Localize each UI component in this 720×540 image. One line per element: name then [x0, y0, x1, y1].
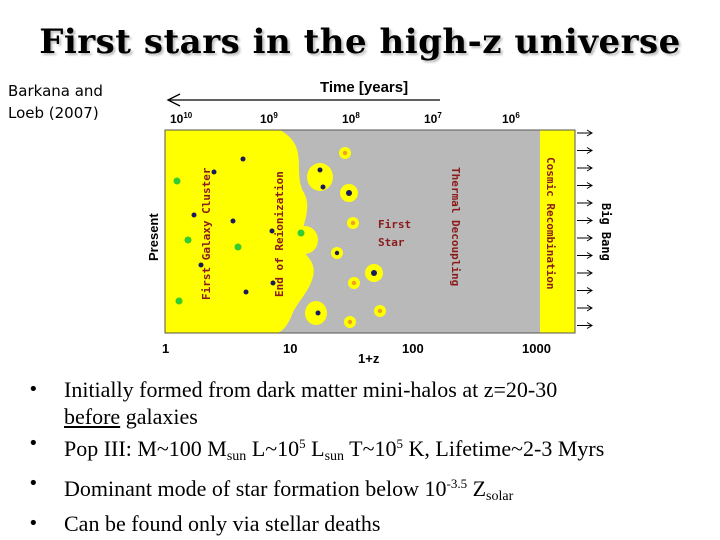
first-star-dot: [342, 150, 348, 156]
dark-galaxy: [270, 280, 276, 286]
recombination-band: [540, 130, 575, 333]
subscript: sun: [226, 449, 247, 464]
bubble: [292, 226, 318, 254]
bullet-list: • Initially formed from dark matter mini…: [28, 376, 718, 537]
dark-galaxy: [211, 169, 217, 175]
dark-galaxy: [230, 218, 236, 224]
end-of-reionization-label: End of Reionization: [273, 171, 286, 297]
big-bang-arrow-head: [586, 147, 593, 154]
big-bang-arrow-head: [586, 129, 593, 137]
dark-galaxy: [269, 228, 275, 234]
first-star-dot: [377, 308, 383, 314]
big-bang-arrow-head: [586, 217, 593, 224]
bullet-text: Initially formed from dark matter mini-h…: [64, 377, 558, 402]
green-galaxy: [173, 177, 181, 185]
citation-line-2: Loeb (2007): [8, 104, 99, 122]
z-axis-label: 1+z: [358, 351, 380, 366]
big-bang-arrow-head: [586, 322, 593, 329]
first-star-dot: [351, 280, 357, 286]
bullet-item: • Pop III: M~100 Msun L~105 Lsun T~105 K…: [28, 430, 718, 470]
superscript: 5: [396, 436, 404, 451]
cosmic-recombination-label: Cosmic Recombination: [544, 157, 557, 289]
dark-galaxy: [315, 310, 321, 316]
z-tick-10: 10: [283, 341, 297, 356]
time-tick-1e6: 106: [502, 111, 520, 126]
big-bang-arrow-head: [586, 252, 593, 259]
diagram-frame: [164, 129, 576, 334]
big-bang-arrow-head: [586, 182, 593, 189]
bullet-dot: •: [28, 513, 39, 534]
green-galaxy: [184, 236, 192, 244]
reionized-region: [165, 130, 314, 333]
time-tick-1e7: 107: [424, 111, 442, 126]
first-star-dot: [346, 190, 352, 196]
superscript: 5: [299, 436, 306, 451]
time-axis-label: Time [years]: [320, 79, 408, 96]
dark-galaxy: [191, 212, 197, 218]
big-bang-arrow-head: [586, 287, 593, 294]
bullet-text: Z: [467, 476, 487, 501]
bullet-text: Dominant mode of star formation below 10: [64, 476, 447, 501]
bullet-item: • Initially formed from dark matter mini…: [28, 376, 718, 430]
dark-galaxy: [317, 167, 323, 173]
z-tick-1: 1: [162, 341, 169, 356]
green-galaxy: [297, 229, 305, 237]
bullet-text-tail: galaxies: [120, 404, 198, 429]
dark-galaxy: [240, 156, 246, 162]
first-star-dot: [371, 270, 377, 276]
bullet-text: T~10: [344, 436, 397, 461]
time-arrow-head: [166, 93, 181, 107]
first-star-dot: [350, 220, 356, 226]
first-star-label-1: First: [378, 218, 411, 231]
z-tick-1000: 1000: [522, 341, 551, 356]
dark-galaxy: [198, 262, 204, 268]
citation-line-1: Barkana and: [8, 82, 103, 100]
big-bang-arrow-head: [586, 199, 593, 207]
big-bang-arrow-head: [586, 164, 593, 172]
big-bang-arrow-head: [586, 304, 593, 312]
cosmic-history-diagram: Time [years] 1010 109 108 107 106 First …: [146, 79, 613, 366]
green-galaxy: [234, 243, 242, 251]
dark-galaxy: [243, 289, 249, 295]
bullet-text: L: [305, 436, 325, 461]
first-star-dot: [334, 250, 340, 256]
subscript: sun: [324, 449, 345, 464]
bullet-text: Pop III: M~100 M: [64, 436, 227, 461]
first-galaxy-cluster-label: First Galaxy Cluster: [200, 167, 213, 300]
bullet-underlined: before: [64, 404, 121, 429]
big-bang-label: Big Bang: [599, 203, 613, 261]
superscript: -3.5: [446, 476, 468, 491]
present-label: Present: [146, 213, 161, 261]
citation: Barkana and Loeb (2007): [8, 80, 103, 124]
time-tick-1e8: 108: [342, 111, 360, 126]
green-galaxy: [175, 297, 183, 305]
bullet-dot: •: [28, 473, 39, 494]
big-bang-arrow-head: [586, 269, 593, 277]
first-star-dot: [347, 319, 353, 325]
slide-title: First stars in the high-z universe: [39, 22, 681, 62]
bullet-text: L~10: [246, 436, 300, 461]
bullet-item: • Dominant mode of star formation below …: [28, 470, 718, 510]
subscript: solar: [486, 489, 514, 504]
big-bang-arrows: [577, 129, 593, 329]
bullet-dot: •: [28, 433, 39, 454]
thermal-decoupling-label: Thermal Decoupling: [449, 167, 462, 286]
bullet-item: • Can be found only via stellar deaths: [28, 510, 718, 537]
bullet-dot: •: [28, 379, 39, 400]
dark-galaxy: [320, 184, 326, 190]
time-tick-1e10: 1010: [170, 111, 193, 126]
bullet-text: K, Lifetime~2-3 Myrs: [403, 436, 605, 461]
z-tick-100: 100: [402, 341, 424, 356]
time-tick-1e9: 109: [260, 111, 278, 126]
big-bang-arrow-head: [586, 234, 593, 242]
bubble: [307, 163, 333, 191]
first-star-label-2: Star: [378, 236, 405, 249]
bullet-text: Can be found only via stellar deaths: [64, 511, 381, 536]
